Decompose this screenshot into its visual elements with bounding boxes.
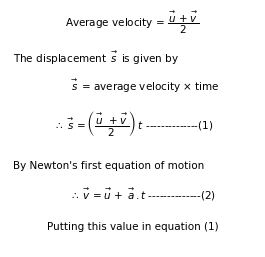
- Text: $\therefore\, \overset{\rightarrow}{s} = \left(\dfrac{\overset{\rightarrow}{u} \: $\therefore\, \overset{\rightarrow}{s} =…: [53, 109, 214, 138]
- Text: Average velocity = $\dfrac{\overset{\rightarrow}{u}+\overset{\rightarrow}{v}}{2}: Average velocity = $\dfrac{\overset{\rig…: [65, 8, 200, 35]
- Text: $\therefore\, \overset{\rightarrow}{v} = \overset{\rightarrow}{u}+\, \overset{\r: $\therefore\, \overset{\rightarrow}{v} =…: [69, 186, 216, 203]
- Text: $\overset{\rightarrow}{s}$ = average velocity $\times$ time: $\overset{\rightarrow}{s}$ = average vel…: [69, 77, 220, 95]
- Text: The displacement $\overset{\rightarrow}{s}$ is given by: The displacement $\overset{\rightarrow}{…: [13, 49, 179, 67]
- Text: Putting this value in equation (1): Putting this value in equation (1): [47, 223, 218, 232]
- Text: By Newton's first equation of motion: By Newton's first equation of motion: [13, 161, 205, 171]
